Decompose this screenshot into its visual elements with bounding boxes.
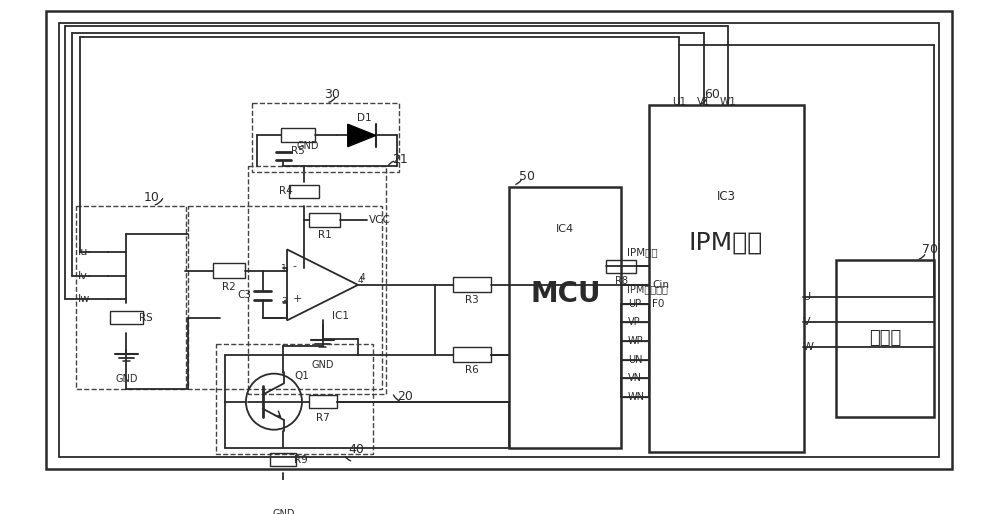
Text: R4: R4	[279, 187, 293, 196]
Bar	[509, 187, 621, 448]
Text: VN: VN	[628, 373, 642, 383]
Bar	[836, 260, 934, 417]
Text: Iv: Iv	[78, 270, 88, 281]
Bar	[453, 278, 491, 292]
Text: GND: GND	[115, 374, 138, 383]
Text: 30: 30	[324, 88, 340, 101]
Text: WN: WN	[628, 392, 645, 402]
Bar	[309, 213, 340, 228]
Bar	[270, 453, 296, 466]
Text: R9: R9	[294, 454, 308, 465]
Text: 50: 50	[519, 170, 535, 183]
Text: C3: C3	[238, 290, 252, 300]
Text: IC3: IC3	[717, 190, 736, 203]
Bar	[453, 347, 491, 362]
Text: Iu: Iu	[78, 247, 88, 257]
Text: R1: R1	[318, 230, 331, 240]
Text: Cin: Cin	[652, 280, 669, 290]
Text: VP: VP	[628, 317, 641, 327]
Bar	[188, 206, 382, 389]
Text: W1: W1	[719, 98, 736, 107]
Text: WP: WP	[628, 336, 644, 346]
Bar	[110, 311, 143, 324]
Text: GND: GND	[296, 141, 319, 151]
Text: 4: 4	[360, 273, 366, 282]
Text: IPM驱动信号: IPM驱动信号	[627, 285, 668, 295]
Text: 20: 20	[397, 391, 413, 403]
Text: IC4: IC4	[556, 224, 574, 234]
Bar	[649, 105, 804, 452]
Text: 3: 3	[281, 297, 287, 306]
Text: UP: UP	[628, 299, 641, 308]
Bar	[281, 128, 315, 142]
Bar	[289, 185, 319, 198]
Text: IPM检测: IPM检测	[627, 247, 658, 257]
Text: VCC: VCC	[369, 215, 391, 226]
Text: 1: 1	[281, 264, 287, 272]
Text: -: -	[293, 261, 297, 271]
Text: GND: GND	[311, 360, 334, 370]
Text: R7: R7	[316, 413, 329, 423]
Text: 70: 70	[922, 243, 938, 256]
Text: V1: V1	[697, 98, 711, 107]
Text: GND: GND	[272, 509, 295, 514]
Text: R8: R8	[615, 277, 628, 286]
Text: IC1: IC1	[332, 311, 349, 321]
Text: 40: 40	[349, 443, 365, 456]
Text: IPM模块: IPM模块	[689, 231, 763, 255]
Bar	[76, 206, 186, 389]
Text: MCU: MCU	[530, 280, 601, 308]
Bar	[216, 344, 373, 454]
Text: R2: R2	[222, 282, 236, 292]
Bar	[309, 395, 337, 408]
Text: V: V	[803, 317, 810, 327]
Text: R6: R6	[465, 365, 479, 375]
Text: U: U	[803, 292, 811, 302]
Text: R5: R5	[291, 146, 305, 156]
Bar	[252, 103, 399, 172]
Text: 60: 60	[704, 88, 720, 101]
Polygon shape	[348, 124, 376, 146]
Text: +: +	[293, 294, 302, 304]
Text: D1: D1	[357, 113, 372, 123]
Bar	[606, 260, 636, 273]
Text: 10: 10	[143, 191, 159, 204]
Text: 压缩机: 压缩机	[869, 329, 901, 347]
Text: 4: 4	[358, 276, 364, 285]
Text: RS: RS	[139, 313, 152, 323]
Text: UN: UN	[628, 355, 642, 364]
Text: U1: U1	[672, 98, 686, 107]
Text: 21: 21	[392, 153, 407, 166]
Bar	[213, 263, 245, 279]
Text: Q1: Q1	[294, 371, 309, 380]
Text: R3: R3	[465, 295, 479, 305]
Text: F0: F0	[652, 299, 665, 308]
Bar	[248, 166, 386, 394]
Text: W: W	[803, 342, 814, 353]
Text: Iw: Iw	[78, 294, 90, 304]
